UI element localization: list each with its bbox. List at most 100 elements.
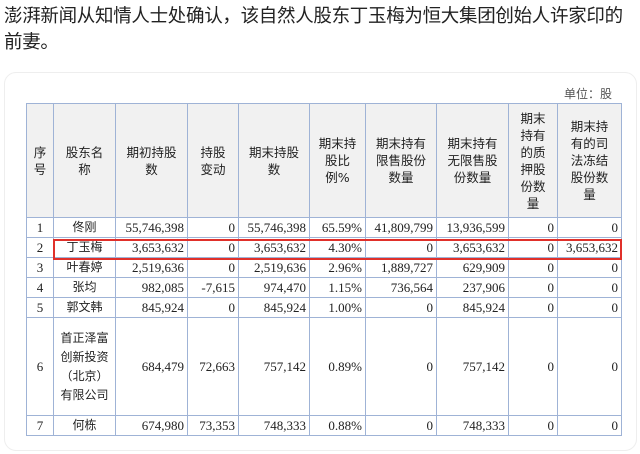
cell-value: 0 (557, 415, 622, 436)
cell-value: 2,519,636 (115, 257, 188, 278)
cell-value: 748,333 (238, 415, 310, 436)
cell-value: 684,479 (115, 317, 188, 416)
cell-value: 0.88% (309, 415, 366, 436)
header-row: 序号 股东名称 期初持股数 持股变动 期末持股数 期末持股比例% 期末持有限售股份数量 期末持… (26, 103, 622, 218)
cell-value: 73,353 (187, 415, 239, 436)
table-row: 5 郭文韩 845,924 0 845,924 1.00% 0 845,924 0 0 (26, 297, 622, 318)
column-header-label: 期末持有限售股份数量 (375, 136, 426, 185)
shareholder-name: 张均 (53, 277, 116, 298)
cell-value: 0 (557, 217, 622, 238)
table-row: 2 丁玉梅 3,653,632 0 3,653,632 4.30% 0 3,653,632 0 3… (26, 237, 622, 258)
column-header: 股东名称 (53, 103, 116, 218)
shareholder-name: 何栋 (53, 415, 116, 436)
unit-label: 单位：股 (563, 87, 612, 101)
shareholder-name: 叶春婷 (53, 257, 116, 278)
row-index: 7 (26, 415, 54, 436)
column-header: 序号 (26, 103, 54, 218)
cell-value: 0 (508, 257, 558, 278)
column-header-label: 序号 (33, 144, 47, 177)
cell-value: 982,085 (115, 277, 188, 298)
cell-value: 0 (187, 237, 239, 258)
cell-value: 0 (557, 277, 622, 298)
column-header-label: 期末持股比例% (318, 136, 357, 185)
cell-value: 72,663 (187, 317, 239, 416)
cell-value: 748,333 (436, 415, 509, 436)
column-header: 持股变动 (187, 103, 239, 218)
cell-value: 3,653,632 (557, 237, 622, 258)
cell-value: 674,980 (115, 415, 188, 436)
cell-value: 41,809,799 (365, 217, 437, 238)
cell-value: 845,924 (238, 297, 310, 318)
table-row: 4 张均 982,085 -7,615 974,470 1.15% 736,564 237,9… (26, 277, 622, 298)
cell-value: 0 (365, 415, 437, 436)
cell-value: 0 (187, 257, 239, 278)
column-header: 期末持有的质押股份数量 (508, 103, 558, 218)
row-index: 6 (26, 317, 54, 416)
row-index: 4 (26, 277, 54, 298)
cell-value: 0 (508, 415, 558, 436)
cell-value: 0 (365, 297, 437, 318)
shareholder-name: 郭文韩 (53, 297, 116, 318)
column-header-label: 期末持有无限售股份数量 (447, 136, 498, 185)
cell-value: 1.00% (309, 297, 366, 318)
row-index: 3 (26, 257, 54, 278)
column-header-label: 股东名称 (65, 144, 104, 177)
column-header-label: 期初持股数 (126, 144, 177, 177)
shareholder-table: 序号 股东名称 期初持股数 持股变动 期末持股数 期末持股比例% 期末持有限售股份数量 期末持… (26, 103, 622, 436)
table-row: 1 佟刚 55,746,398 0 55,746,398 65.59% 41,809,799… (26, 217, 622, 238)
column-header: 期初持股数 (115, 103, 188, 218)
column-header: 期末持股数 (238, 103, 310, 218)
cell-value: 13,936,599 (436, 217, 509, 238)
cell-value: 3,653,632 (115, 237, 188, 258)
table-row: 3 叶春婷 2,519,636 0 2,519,636 2.96% 1,889,727 629… (26, 257, 622, 278)
column-header: 期末持有限售股份数量 (365, 103, 437, 218)
cell-value: 0 (557, 317, 622, 416)
column-header: 期末持有无限售股份数量 (436, 103, 509, 218)
shareholder-name: 首正泽富创新投资（北京）有限公司 (53, 317, 116, 416)
cell-value: 0 (187, 217, 239, 238)
table-row: 7 何栋 674,980 73,353 748,333 0.88% 0 748,333 0 0 (26, 415, 622, 436)
article-paragraph: 澎湃新闻从知情人士处确认，该自然人股东丁玉梅为恒大集团创始人许家印的前妻。 (4, 6, 623, 53)
row-index: 2 (26, 237, 54, 258)
cell-value: 0 (508, 317, 558, 416)
cell-value: 0 (557, 297, 622, 318)
cell-value: 845,924 (115, 297, 188, 318)
cell-value: 0 (508, 297, 558, 318)
row-index: 5 (26, 297, 54, 318)
cell-value: 0 (508, 277, 558, 298)
cell-value: 3,653,632 (238, 237, 310, 258)
cell-value: 736,564 (365, 277, 437, 298)
cell-value: 4.30% (309, 237, 366, 258)
cell-value: 0 (508, 217, 558, 238)
cell-value: 65.59% (309, 217, 366, 238)
cell-value: 757,142 (238, 317, 310, 416)
column-header-label: 期末持有的质押股份数量 (520, 110, 546, 211)
cell-value: 757,142 (436, 317, 509, 416)
cell-value: 55,746,398 (115, 217, 188, 238)
shareholder-name: 丁玉梅 (53, 237, 116, 258)
cell-value: 1,889,727 (365, 257, 437, 278)
column-header: 期末持股比例% (309, 103, 366, 218)
cell-value: 55,746,398 (238, 217, 310, 238)
cell-value: 0 (557, 257, 622, 278)
row-index: 1 (26, 217, 54, 238)
cell-value: 0 (508, 237, 558, 258)
table-row: 6 首正泽富创新投资（北京）有限公司 684,479 72,663 757,142 0.8… (26, 317, 622, 416)
cell-value: 1.15% (309, 277, 366, 298)
cell-value: 237,906 (436, 277, 509, 298)
cell-value: 629,909 (436, 257, 509, 278)
cell-value: 2.96% (309, 257, 366, 278)
column-header-label: 持股变动 (200, 144, 226, 177)
column-header-label: 期末持有的司法冻结股份数量 (570, 119, 609, 202)
cell-value: 974,470 (238, 277, 310, 298)
column-header: 期末持有的司法冻结股份数量 (557, 103, 622, 218)
cell-value: 0 (187, 297, 239, 318)
column-header-label: 期末持股数 (248, 144, 299, 177)
cell-value: -7,615 (187, 277, 239, 298)
cell-value: 0 (365, 317, 437, 416)
cell-value: 0 (365, 237, 437, 258)
cell-value: 3,653,632 (436, 237, 509, 258)
shareholder-name: 佟刚 (53, 217, 116, 238)
cell-value: 0.89% (309, 317, 366, 416)
cell-value: 845,924 (436, 297, 509, 318)
